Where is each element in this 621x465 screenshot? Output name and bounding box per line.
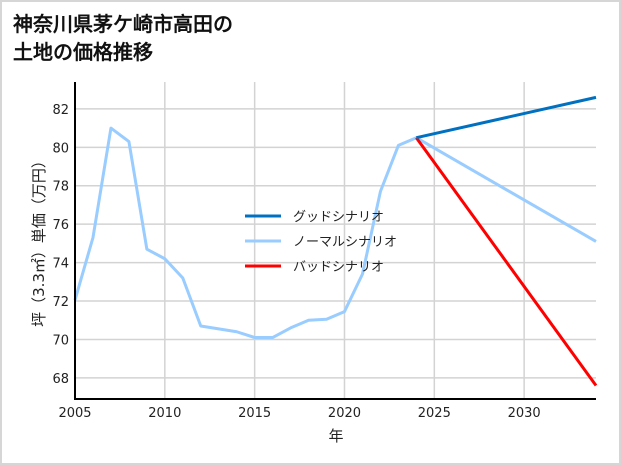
y-tick-label: 74 xyxy=(52,257,69,272)
legend-label: バッドシナリオ xyxy=(293,260,384,275)
legend-label: グッドシナリオ xyxy=(293,210,384,225)
y-tick-label: 78 xyxy=(52,180,69,195)
y-tick-label: 82 xyxy=(52,103,69,118)
x-tick-label: 2030 xyxy=(508,406,541,421)
x-tick-label: 2010 xyxy=(148,406,181,421)
x-tick-label: 2005 xyxy=(58,406,91,421)
series-lines xyxy=(73,95,598,387)
series-line-2 xyxy=(415,136,598,387)
y-tick-label: 80 xyxy=(52,141,69,156)
y-axis-label: 坪（3.3㎡）単価（万円） xyxy=(30,153,48,327)
tick-labels: 2005 2010 2015 2020 2025 2030 68 70 72 74 76 78 80 82 xyxy=(52,103,540,421)
y-tick-label: 68 xyxy=(52,372,69,387)
y-tick-label: 72 xyxy=(52,295,69,310)
y-tick-label: 76 xyxy=(52,218,69,233)
legend-label: ノーマルシナリオ xyxy=(293,235,397,250)
x-tick-label: 2015 xyxy=(238,406,271,421)
x-axis-label: 年 xyxy=(328,427,343,445)
chart-title: 神奈川県茅ケ崎市高田の 土地の価格推移 xyxy=(13,12,233,64)
series-line-0 xyxy=(416,95,597,140)
x-tick-label: 2025 xyxy=(418,406,451,421)
x-tick-label: 2020 xyxy=(328,406,361,421)
series-line-1 xyxy=(73,126,597,340)
axes xyxy=(74,82,596,400)
y-tick-label: 70 xyxy=(52,333,69,348)
